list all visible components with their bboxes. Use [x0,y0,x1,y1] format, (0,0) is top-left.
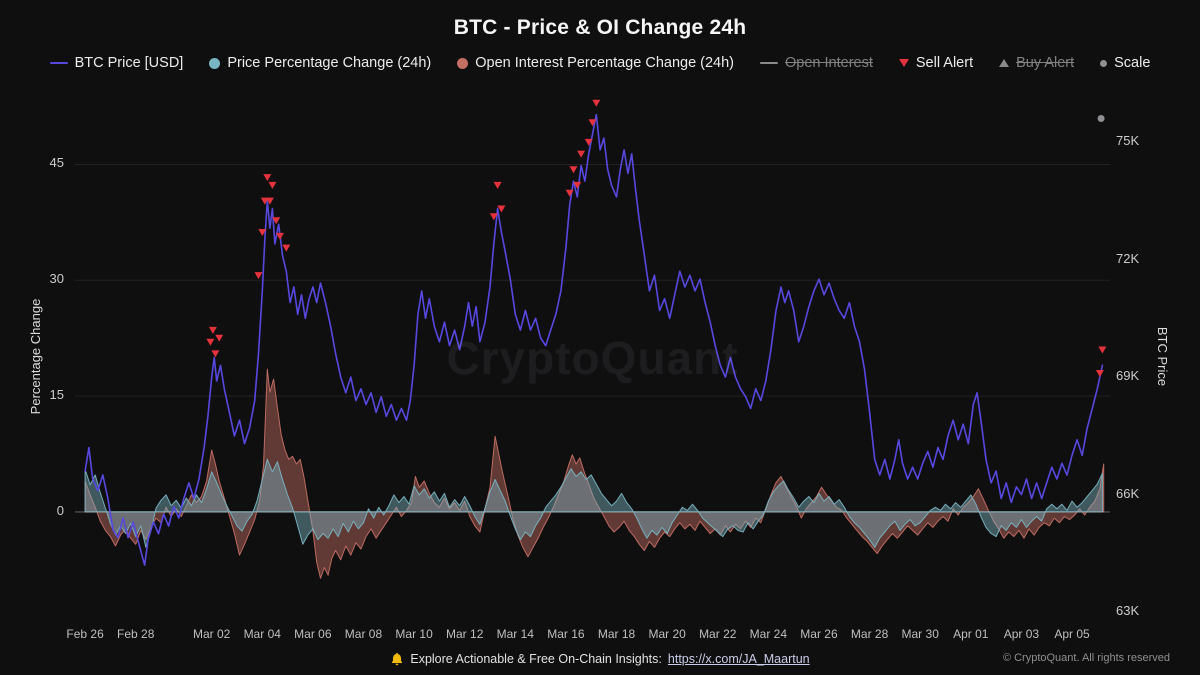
x-axis-tick: Mar 24 [749,627,788,641]
circle-marker-icon [457,57,469,69]
legend-label: Price Percentage Change (24h) [227,55,432,71]
y-axis-tick-right: 66K [1116,485,1140,501]
legend: BTC Price [USD] Price Percentage Change (… [30,55,1170,71]
legend-item-sell-alert[interactable]: Sell Alert [898,55,974,71]
line-marker-icon [49,62,68,64]
y-axis-tick-left: 0 [56,502,64,518]
x-axis-tick: Mar 08 [344,627,383,641]
footer-link[interactable]: https://x.com/JA_Maartun [667,652,810,666]
x-axis-tick: Mar 18 [597,627,636,641]
legend-item-open-interest-percentage-change-24h[interactable]: Open Interest Percentage Change (24h) [457,55,734,71]
x-axis-tick: Mar 20 [648,627,686,641]
chart-plot-area[interactable] [75,95,1110,620]
x-axis-tick: Mar 04 [243,627,281,641]
y-axis-tick-left: 45 [49,155,64,171]
x-axis-tick: Mar 10 [395,627,433,641]
x-axis-tick: Mar 22 [699,627,737,641]
legend-label: Buy Alert [1016,55,1075,71]
triangle-up-marker-icon [999,59,1010,67]
x-axis-tick: Apr 01 [953,627,989,641]
left-axis-title: Percentage Change [28,298,43,415]
bell-icon [392,652,403,666]
sell-alert-markers [206,99,1107,377]
x-axis-tick: Mar 12 [446,627,484,641]
x-axis-tick: Mar 02 [192,627,231,641]
legend-label: Open Interest [785,55,873,71]
x-axis-tick: Apr 03 [1003,627,1040,641]
page-title: BTC - Price & OI Change 24h [453,16,747,39]
triangle-down-marker-icon [898,59,909,67]
y-axis-tick-right: 69K [1116,368,1140,384]
footer-text: Explore Actionable & Free On-Chain Insig… [410,652,662,666]
legend-label: Open Interest Percentage Change (24h) [475,55,735,71]
y-axis-tick-right: 63K [1116,603,1140,619]
legend-item-btc-price-usd[interactable]: BTC Price [USD] [49,55,184,71]
circle-marker-icon [209,57,221,69]
legend-item-price-percentage-change-24h[interactable]: Price Percentage Change (24h) [209,55,431,71]
btc-price-line [84,113,1104,566]
x-axis-tick: Mar 28 [850,627,889,641]
scale-dot [1097,115,1105,122]
y-axis-tick-left: 15 [49,387,64,403]
footer-insights: Explore Actionable & Free On-Chain Insig… [0,652,1200,666]
legend-item-scale[interactable]: Scale [1100,55,1150,71]
y-axis-tick-right: 72K [1116,250,1140,266]
x-axis-tick: Mar 06 [294,627,332,641]
x-axis-tick: Mar 16 [547,627,585,641]
x-axis-tick: Mar 26 [800,627,838,641]
x-axis-tick: Apr 05 [1054,627,1090,641]
x-axis-tick: Feb 28 [117,627,155,641]
oi-change-area [84,368,1105,579]
legend-item-open-interest[interactable]: Open Interest [760,55,873,71]
legend-item-buy-alert[interactable]: Buy Alert [999,55,1074,71]
dot-marker-icon [1100,59,1108,67]
y-axis-tick-right: 75K [1116,133,1140,148]
price-change-area [84,458,1103,548]
gridlines [75,164,1110,513]
legend-label: Sell Alert [915,55,974,71]
legend-label: BTC Price [USD] [74,55,184,71]
y-axis-tick-left: 30 [49,271,64,287]
legend-label: Scale [1114,55,1151,71]
x-axis-tick: Mar 14 [496,627,534,641]
line-marker-icon [760,62,779,64]
copyright: © CryptoQuant. All rights reserved [1002,652,1170,664]
x-axis-tick: Feb 26 [66,627,104,641]
x-axis-tick: Mar 30 [901,627,939,641]
right-axis-title: BTC Price [1155,326,1170,387]
